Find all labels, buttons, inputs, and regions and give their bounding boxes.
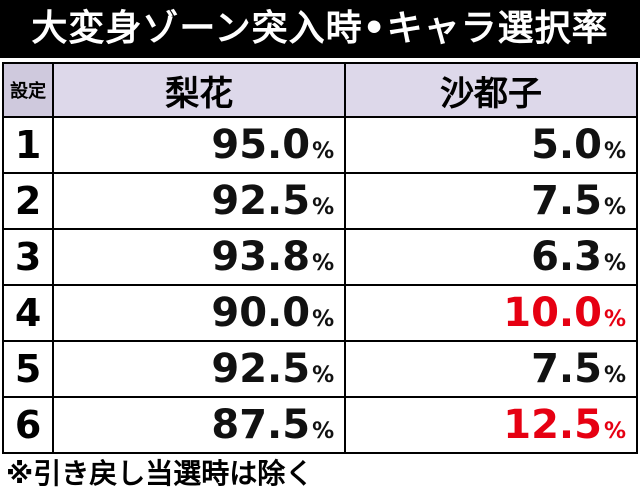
percent-sign: % — [312, 251, 335, 276]
rate-value: 7.5 — [531, 346, 602, 392]
rate-value: 5.0 — [531, 122, 602, 168]
rate-value: 92.5 — [211, 178, 311, 224]
table-header-row: 設定 梨花 沙都子 — [1, 62, 638, 118]
header-satoko: 沙都子 — [344, 62, 638, 118]
table-row: 1 95.0% 5.0% — [1, 116, 638, 174]
rika-rate-cell: 92.5% — [52, 340, 347, 398]
percent-sign: % — [603, 195, 626, 220]
rate-value: 10.0 — [503, 290, 602, 336]
percent-sign: % — [603, 307, 626, 332]
rate-value: 87.5 — [211, 402, 311, 448]
table-row: 2 92.5% 7.5% — [1, 172, 638, 230]
percent-sign: % — [312, 195, 335, 220]
satoko-rate-cell: 5.0% — [344, 116, 638, 174]
percent-sign: % — [603, 251, 626, 276]
rate-value: 92.5 — [211, 346, 311, 392]
rate-value: 12.5 — [503, 402, 602, 448]
rika-rate-cell: 92.5% — [52, 172, 347, 230]
table-row: 5 92.5% 7.5% — [1, 340, 638, 398]
selection-rate-table: 設定 梨花 沙都子 1 95.0% 5.0% 2 92.5% 7.5% 3 93.8% 6.3%… — [1, 62, 638, 454]
setting-cell: 2 — [1, 172, 55, 230]
rate-value: 7.5 — [531, 178, 602, 224]
percent-sign: % — [603, 419, 626, 444]
table-row: 6 87.5% 12.5% — [1, 396, 638, 454]
rika-rate-cell: 93.8% — [52, 228, 347, 286]
satoko-rate-cell: 12.5% — [344, 396, 638, 454]
rate-value: 90.0 — [211, 290, 311, 336]
setting-cell: 1 — [1, 116, 55, 174]
header-rika: 梨花 — [52, 62, 347, 118]
setting-cell: 4 — [1, 284, 55, 342]
table-row: 4 90.0% 10.0% — [1, 284, 638, 342]
percent-sign: % — [603, 363, 626, 388]
footnote: ※引き戻し当選時は除く — [6, 457, 314, 490]
rate-value: 93.8 — [211, 234, 311, 280]
percent-sign: % — [603, 139, 626, 164]
satoko-rate-cell: 7.5% — [344, 172, 638, 230]
rika-rate-cell: 90.0% — [52, 284, 347, 342]
rate-value: 95.0 — [211, 122, 311, 168]
page-title: 大変身ゾーン突入時•キャラ選択率 — [0, 0, 640, 58]
rika-rate-cell: 95.0% — [52, 116, 347, 174]
table-row: 3 93.8% 6.3% — [1, 228, 638, 286]
satoko-rate-cell: 10.0% — [344, 284, 638, 342]
satoko-rate-cell: 6.3% — [344, 228, 638, 286]
satoko-rate-cell: 7.5% — [344, 340, 638, 398]
header-setting: 設定 — [1, 62, 55, 118]
setting-cell: 5 — [1, 340, 55, 398]
setting-cell: 6 — [1, 396, 55, 454]
rika-rate-cell: 87.5% — [52, 396, 347, 454]
rate-value: 6.3 — [531, 234, 602, 280]
percent-sign: % — [312, 307, 335, 332]
percent-sign: % — [312, 139, 335, 164]
setting-cell: 3 — [1, 228, 55, 286]
percent-sign: % — [312, 363, 335, 388]
percent-sign: % — [312, 419, 335, 444]
